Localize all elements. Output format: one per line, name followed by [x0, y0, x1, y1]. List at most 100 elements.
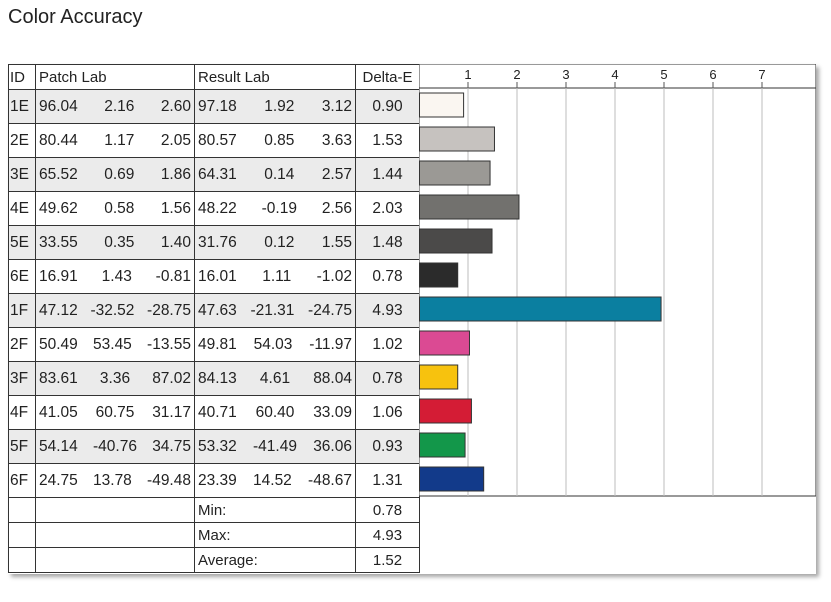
- summary-empty-cell: [35, 522, 195, 548]
- bar-4E: [419, 194, 520, 220]
- summary-row: Max: 4.93: [8, 522, 420, 548]
- patch-lab-value: 65.52: [39, 165, 78, 183]
- result-lab-value: 1.55: [321, 233, 352, 251]
- bar-3E: [419, 160, 491, 186]
- table-row: 5F 54.14 -40.76 34.75 53.32 -41.49 36.06 0.93: [8, 429, 420, 464]
- bar-2F: [419, 330, 470, 356]
- bar-3F: [419, 364, 459, 390]
- patch-id: 2F: [8, 327, 36, 362]
- x-tick-label: 3: [562, 67, 569, 82]
- patch-id: 2E: [8, 123, 36, 158]
- patch-lab-value: 1.43: [101, 267, 132, 285]
- result-lab-value: 0.14: [264, 165, 295, 183]
- table-row: 3F 83.61 3.36 87.02 84.13 4.61 88.04 0.78: [8, 361, 420, 396]
- result-lab-value: -41.49: [253, 437, 297, 455]
- summary-empty-cell: [8, 497, 36, 523]
- result-lab-cell: 97.18 1.92 3.12: [194, 89, 356, 124]
- result-lab-cell: 23.39 14.52 -48.67: [194, 463, 356, 498]
- table-row: 5E 33.55 0.35 1.40 31.76 0.12 1.55 1.48: [8, 225, 420, 260]
- summary-value: 1.52: [355, 547, 420, 573]
- delta-e-value: 1.06: [355, 395, 420, 430]
- delta-e-value: 1.02: [355, 327, 420, 362]
- result-lab-value: 16.01: [198, 267, 237, 285]
- patch-lab-cell: 47.12 -32.52 -28.75: [35, 293, 195, 328]
- patch-lab-value: 2.60: [160, 97, 191, 115]
- table-row: 2E 80.44 1.17 2.05 80.57 0.85 3.63 1.53: [8, 123, 420, 158]
- result-lab-value: -48.67: [308, 471, 352, 489]
- patch-lab-value: 16.91: [39, 267, 78, 285]
- patch-id: 3E: [8, 157, 36, 192]
- patch-lab-value: -13.55: [147, 335, 191, 353]
- patch-lab-value: 0.69: [104, 165, 135, 183]
- result-lab-cell: 84.13 4.61 88.04: [194, 361, 356, 396]
- summary-row: Average: 1.52: [8, 547, 420, 573]
- patch-lab-value: 0.58: [104, 199, 135, 217]
- delta-e-value: 1.48: [355, 225, 420, 260]
- patch-id: 5E: [8, 225, 36, 260]
- result-lab-value: 54.03: [253, 335, 293, 353]
- patch-lab-value: 24.75: [39, 471, 78, 489]
- patch-lab-cell: 24.75 13.78 -49.48: [35, 463, 195, 498]
- summary-label: Max:: [194, 522, 356, 548]
- patch-lab-value: 1.56: [160, 199, 191, 217]
- bar-5F: [419, 432, 466, 458]
- result-lab-value: 49.81: [198, 335, 237, 353]
- page-title: Color Accuracy: [8, 6, 143, 28]
- bar-6E: [419, 262, 459, 288]
- result-lab-value: -24.75: [308, 301, 352, 319]
- patch-lab-value: 53.45: [93, 335, 132, 353]
- result-lab-value: 3.63: [321, 131, 352, 149]
- x-tick-label: 1: [464, 67, 471, 82]
- table-row: 3E 65.52 0.69 1.86 64.31 0.14 2.57 1.44: [8, 157, 420, 192]
- result-lab-value: 3.12: [321, 97, 352, 115]
- delta-e-value: 0.90: [355, 89, 420, 124]
- patch-id: 1E: [8, 89, 36, 124]
- patch-lab-value: 2.05: [160, 131, 191, 149]
- result-lab-cell: 40.71 60.40 33.09: [194, 395, 356, 430]
- table-row: 4F 41.05 60.75 31.17 40.71 60.40 33.09 1.06: [8, 395, 420, 430]
- delta-e-value: 1.44: [355, 157, 420, 192]
- x-tick-label: 4: [611, 67, 618, 82]
- bar-6F: [419, 466, 485, 492]
- table-row: 6F 24.75 13.78 -49.48 23.39 14.52 -48.67 1.31: [8, 463, 420, 498]
- patch-id: 4F: [8, 395, 36, 430]
- result-lab-value: 4.61: [259, 369, 291, 387]
- patch-lab-value: 47.12: [39, 301, 78, 319]
- result-lab-value: 84.13: [198, 369, 237, 387]
- result-lab-value: 64.31: [198, 165, 237, 183]
- patch-lab-value: 1.86: [160, 165, 191, 183]
- patch-lab-cell: 41.05 60.75 31.17: [35, 395, 195, 430]
- x-tick-label: 2: [513, 67, 520, 82]
- patch-lab-value: 31.17: [152, 403, 191, 421]
- result-lab-value: 0.12: [264, 233, 295, 251]
- patch-lab-value: 34.75: [152, 437, 191, 455]
- result-lab-cell: 53.32 -41.49 36.06: [194, 429, 356, 464]
- summary-empty-cell: [8, 522, 36, 548]
- patch-lab-value: 41.05: [39, 403, 78, 421]
- table-row: 1E 96.04 2.16 2.60 97.18 1.92 3.12 0.90: [8, 89, 420, 124]
- patch-lab-value: 87.02: [152, 369, 191, 387]
- summary-empty-cell: [35, 497, 195, 523]
- result-lab-cell: 47.63 -21.31 -24.75: [194, 293, 356, 328]
- patch-lab-value: 13.78: [93, 471, 132, 489]
- result-lab-value: 53.32: [198, 437, 237, 455]
- result-lab-value: 40.71: [198, 403, 237, 421]
- delta-e-value: 0.93: [355, 429, 420, 464]
- result-lab-cell: 49.81 54.03 -11.97: [194, 327, 356, 362]
- patch-lab-value: 33.55: [39, 233, 78, 251]
- patch-lab-value: 2.16: [104, 97, 135, 115]
- patch-lab-value: -49.48: [147, 471, 191, 489]
- delta-e-value: 2.03: [355, 191, 420, 226]
- patch-lab-value: -40.76: [93, 437, 137, 455]
- summary-label: Min:: [194, 497, 356, 523]
- table-header-row: ID Patch Lab Result Lab Delta-E: [8, 64, 420, 90]
- patch-lab-cell: 16.91 1.43 -0.81: [35, 259, 195, 294]
- patch-lab-cell: 54.14 -40.76 34.75: [35, 429, 195, 464]
- summary-label: Average:: [194, 547, 356, 573]
- patch-lab-cell: 49.62 0.58 1.56: [35, 191, 195, 226]
- result-lab-value: 1.92: [264, 97, 295, 115]
- patch-lab-value: -32.52: [90, 301, 135, 319]
- result-lab-value: 36.06: [313, 437, 352, 455]
- result-lab-value: -0.19: [261, 199, 297, 217]
- result-lab-value: -11.97: [309, 335, 352, 353]
